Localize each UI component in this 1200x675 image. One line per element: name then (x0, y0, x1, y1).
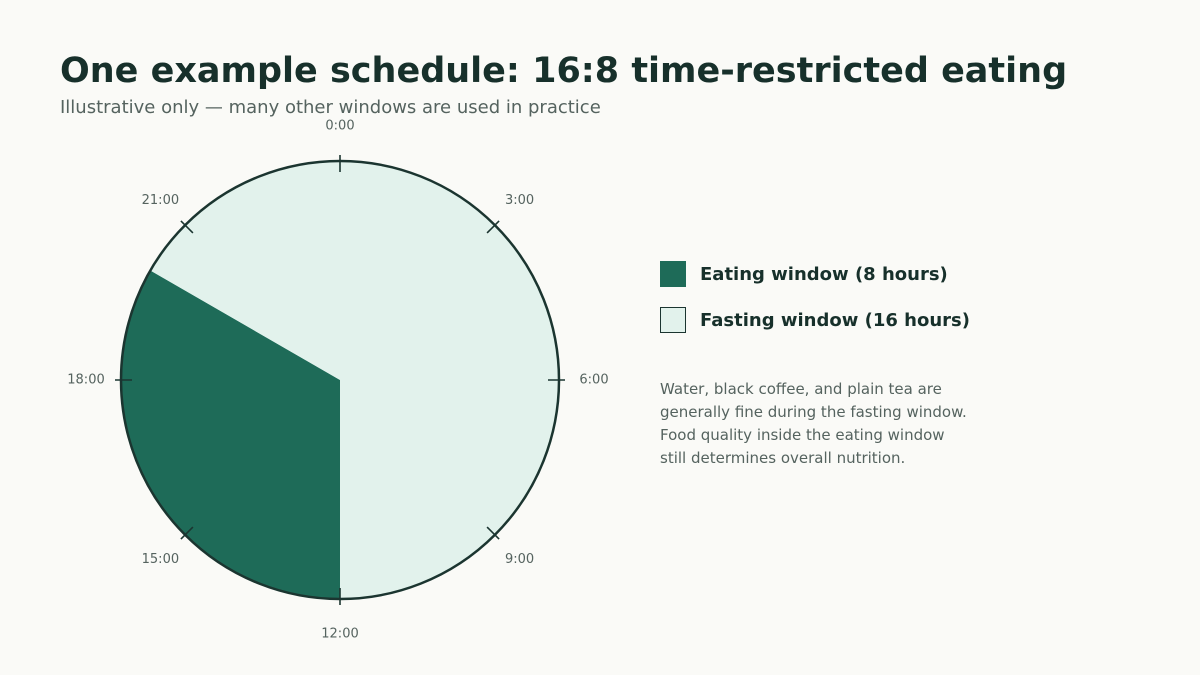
clock-tick-label: 12:00 (321, 627, 358, 642)
clock-pie-chart: 0:00 3:00 6:00 9:00 12:00 15:00 18:00 21:00 (67, 119, 608, 642)
legend-label-fasting: Fasting window (16 hours) (700, 309, 970, 331)
chart-subtitle: Illustrative only — many other windows a… (60, 97, 601, 118)
pie-slice-fasting (150, 160, 559, 600)
clock-tick-label: 15:00 (142, 552, 179, 567)
clock-tick (180, 220, 194, 234)
clock-tick-label: 3:00 (505, 193, 534, 208)
clock-tick-label: 21:00 (142, 193, 179, 208)
note-line: Food quality inside the eating window (660, 426, 945, 444)
note-line: still determines overall nutrition. (660, 449, 906, 467)
legend-label-eating: Eating window (8 hours) (700, 263, 948, 285)
legend-item-eating: Eating window (8 hours) (660, 260, 970, 288)
clock-tick (180, 526, 194, 540)
note-line: Water, black coffee, and plain tea are (660, 380, 942, 398)
clock-tick-label: 0:00 (325, 119, 354, 134)
legend: Eating window (8 hours) Fasting window (… (660, 260, 970, 352)
legend-swatch-fasting (660, 307, 686, 333)
legend-item-fasting: Fasting window (16 hours) (660, 306, 970, 334)
legend-swatch-eating (660, 261, 686, 287)
pie-slice-eating (120, 270, 340, 599)
fasting-note: Water, black coffee, and plain tea are g… (660, 378, 1020, 470)
clock-tick (486, 220, 500, 234)
clock-tick-label: 18:00 (67, 373, 104, 388)
note-line: generally fine during the fasting window… (660, 403, 967, 421)
clock-tick (486, 526, 500, 540)
clock-tick-label: 9:00 (505, 552, 534, 567)
clock-tick-label: 6:00 (579, 373, 608, 388)
chart-title: One example schedule: 16:8 time-restrict… (60, 51, 1068, 91)
